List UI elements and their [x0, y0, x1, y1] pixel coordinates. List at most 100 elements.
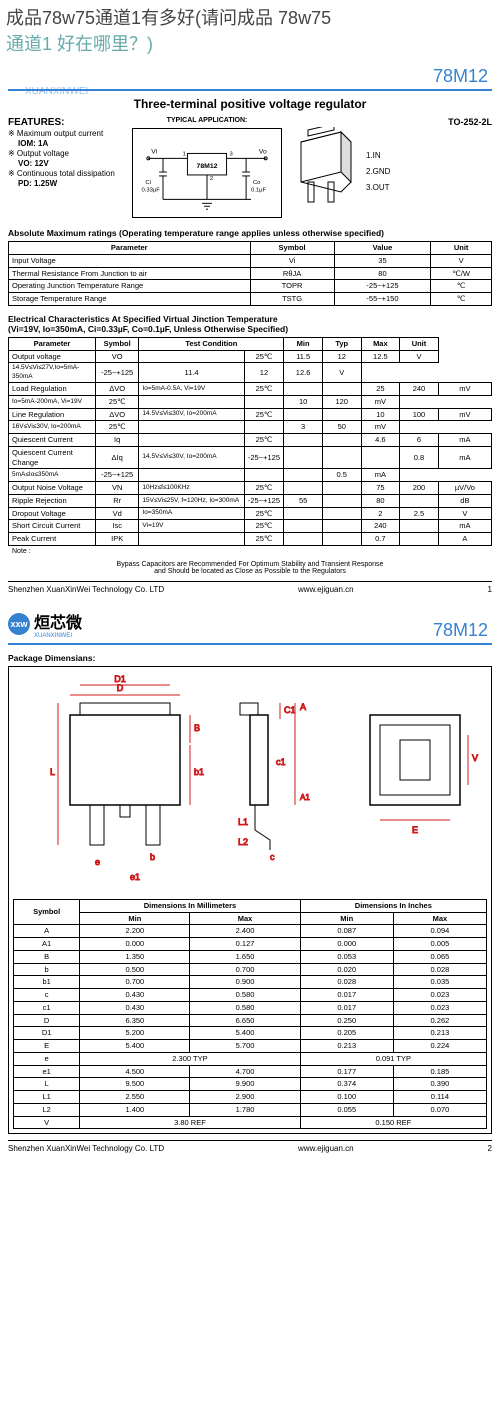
elec-temp: 25℃: [244, 408, 284, 421]
svg-text:D1: D1: [114, 675, 126, 684]
feature-item: ※ Output voltage: [8, 149, 128, 158]
elec-cond: [139, 533, 244, 546]
svg-text:e1: e1: [130, 872, 140, 882]
dim-val: 1.400: [80, 1103, 190, 1116]
dim-symbol: e: [14, 1052, 80, 1065]
abs-col: Parameter: [9, 242, 251, 255]
elec-cond: [139, 434, 244, 447]
elec-symbol: Iq: [95, 434, 138, 447]
footer-url: www.ejiguan.cn: [298, 585, 354, 594]
company-logo: xxw 烜芯微 XUANXINWEI: [8, 609, 82, 639]
features-heading: FEATURES:: [8, 117, 128, 128]
feature-value: PD: 1.25W: [8, 179, 128, 188]
dim-val: 9.900: [190, 1078, 300, 1091]
elec-temp: 25℃: [244, 350, 284, 363]
elec-temp: 25℃: [244, 482, 284, 495]
elec-cond: 14.5V≤Vi≤30V, Io=200mA: [139, 408, 244, 421]
q-line1: 成品78w75通道1有多好(请问成品 78w75: [6, 8, 331, 28]
elec-cond: 10Hz≤f≤100KHz: [139, 482, 244, 495]
dim-symbol: D1: [14, 1027, 80, 1040]
svg-text:C1: C1: [284, 705, 296, 715]
footer-page-2: 2: [488, 1144, 492, 1153]
dim-val: 2.300 TYP: [80, 1052, 300, 1065]
dim-val: 0.177: [300, 1065, 393, 1078]
feature-item: ※ Continuous total dissipation: [8, 169, 128, 178]
footer-company-2: Shenzhen XuanXinWei Technology Co. LTD: [8, 1144, 164, 1153]
dim-val: 0.580: [190, 1001, 300, 1014]
dim-symbol: c: [14, 989, 80, 1002]
elec-cond: 14.5V≤Vi≤30V, Io=200mA: [139, 446, 244, 469]
elec-cond: 14.5V≤Vi≤27V,Io=5mA-350mA: [9, 363, 96, 383]
chip-label: 78M12: [197, 163, 218, 170]
svg-text:L1: L1: [238, 817, 248, 827]
package-column: TO-252-2L 1.IN2.GND3.OUT: [286, 117, 492, 220]
abs-cell: -25~+125: [334, 280, 431, 293]
logo-icon: xxw: [8, 613, 30, 635]
dim-symbol: b: [14, 963, 80, 976]
dim-val: 0.070: [393, 1103, 486, 1116]
pin-label: 3.OUT: [366, 180, 390, 196]
page-footer-2: Shenzhen XuanXinWei Technology Co. LTD w…: [8, 1140, 492, 1156]
elec-symbol: Rr: [95, 494, 138, 507]
elec-cond: Io=350mA: [139, 507, 244, 520]
dim-val: 2.400: [190, 925, 300, 938]
svg-text:E: E: [412, 825, 418, 835]
svg-text:1: 1: [183, 151, 186, 157]
dim-val: 0.213: [300, 1040, 393, 1053]
dim-val: 0.150 REF: [300, 1116, 486, 1129]
dim-val: 0.900: [190, 976, 300, 989]
abs-cell: 35: [334, 254, 431, 267]
dim-val: 0.023: [393, 989, 486, 1002]
part-number: 78M12: [429, 64, 492, 89]
abs-cell: V: [431, 254, 492, 267]
elec-temp: -25~+125: [95, 363, 138, 383]
note-label: Note :: [8, 546, 492, 557]
dim-val: 0.224: [393, 1040, 486, 1053]
dim-val: 6.350: [80, 1014, 190, 1027]
watermark-logo: XUANXINWEI: [25, 86, 88, 97]
dim-val: 9.500: [80, 1078, 190, 1091]
dimension-wrapper: D D1 B b1 L e e1 b C1 A A1 c1 L1: [8, 666, 492, 1135]
abs-cell: -55~+150: [334, 293, 431, 306]
elec-symbol: ΔVO: [95, 383, 138, 396]
datasheet-page-2: xxw 烜芯微 XUANXINWEI 78M12 Package Dimensi…: [0, 601, 500, 1161]
dim-val: 1.350: [80, 950, 190, 963]
dim-val: 2.200: [80, 925, 190, 938]
svg-text:c: c: [270, 852, 275, 862]
part-number-2: 78M12: [429, 618, 492, 643]
elec-param: Line Regulation: [9, 408, 96, 421]
abs-cell: Operating Junction Temperature Range: [9, 280, 251, 293]
svg-text:Ci: Ci: [145, 180, 151, 186]
logo-sub: XUANXINWEI: [34, 633, 82, 639]
dim-val: 1.780: [190, 1103, 300, 1116]
svg-text:A: A: [300, 702, 306, 712]
abs-cell: 80: [334, 267, 431, 280]
datasheet-page-1: XUANXINWEI 78M12 Three-terminal positive…: [0, 60, 500, 601]
elec-temp: -25~+125: [244, 494, 284, 507]
dim-val: 0.017: [300, 1001, 393, 1014]
dim-val: 0.023: [393, 1001, 486, 1014]
dim-val: 0.213: [393, 1027, 486, 1040]
elec-cond: Io=5mA-0.5A, Vi=19V: [139, 383, 244, 396]
dim-symbol: A: [14, 925, 80, 938]
page-question: 成品78w75通道1有多好(请问成品 78w75 通道1 好在哪里？): [0, 0, 500, 60]
features: FEATURES: ※ Maximum output currentIOM: 1…: [8, 117, 128, 220]
dim-val: 0.500: [80, 963, 190, 976]
elec-param: Peak Current: [9, 533, 96, 546]
elec-param: Output Noise Voltage: [9, 482, 96, 495]
elec-param: Short Circuit Current: [9, 520, 96, 533]
dim-val: 0.091 TYP: [300, 1052, 486, 1065]
dim-val: 0.390: [393, 1078, 486, 1091]
header-row-2: xxw 烜芯微 XUANXINWEI 78M12: [8, 605, 492, 645]
footer-page: 1: [488, 585, 492, 594]
elec-temp: 25℃: [244, 533, 284, 546]
dim-val: 0.094: [393, 925, 486, 938]
svg-text:L2: L2: [238, 837, 248, 847]
dim-val: 0.065: [393, 950, 486, 963]
note-text: Bypass Capacitors are Recommended For Op…: [8, 561, 492, 575]
elec-symbol: ΔVO: [95, 408, 138, 421]
dim-val: 0.035: [393, 976, 486, 989]
package-type: TO-252-2L: [286, 117, 492, 127]
elec-temp: 25℃: [244, 434, 284, 447]
svg-text:0.33µF: 0.33µF: [141, 188, 160, 194]
